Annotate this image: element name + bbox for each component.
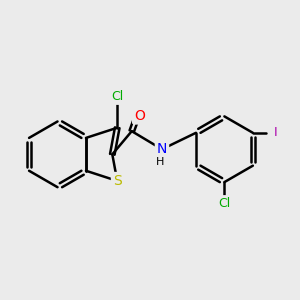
Text: O: O — [134, 109, 145, 122]
Text: Cl: Cl — [218, 197, 230, 210]
Text: N: N — [157, 142, 167, 156]
Text: H: H — [156, 157, 164, 167]
Text: S: S — [113, 174, 122, 188]
Text: I: I — [274, 126, 278, 139]
Text: Cl: Cl — [111, 90, 123, 103]
